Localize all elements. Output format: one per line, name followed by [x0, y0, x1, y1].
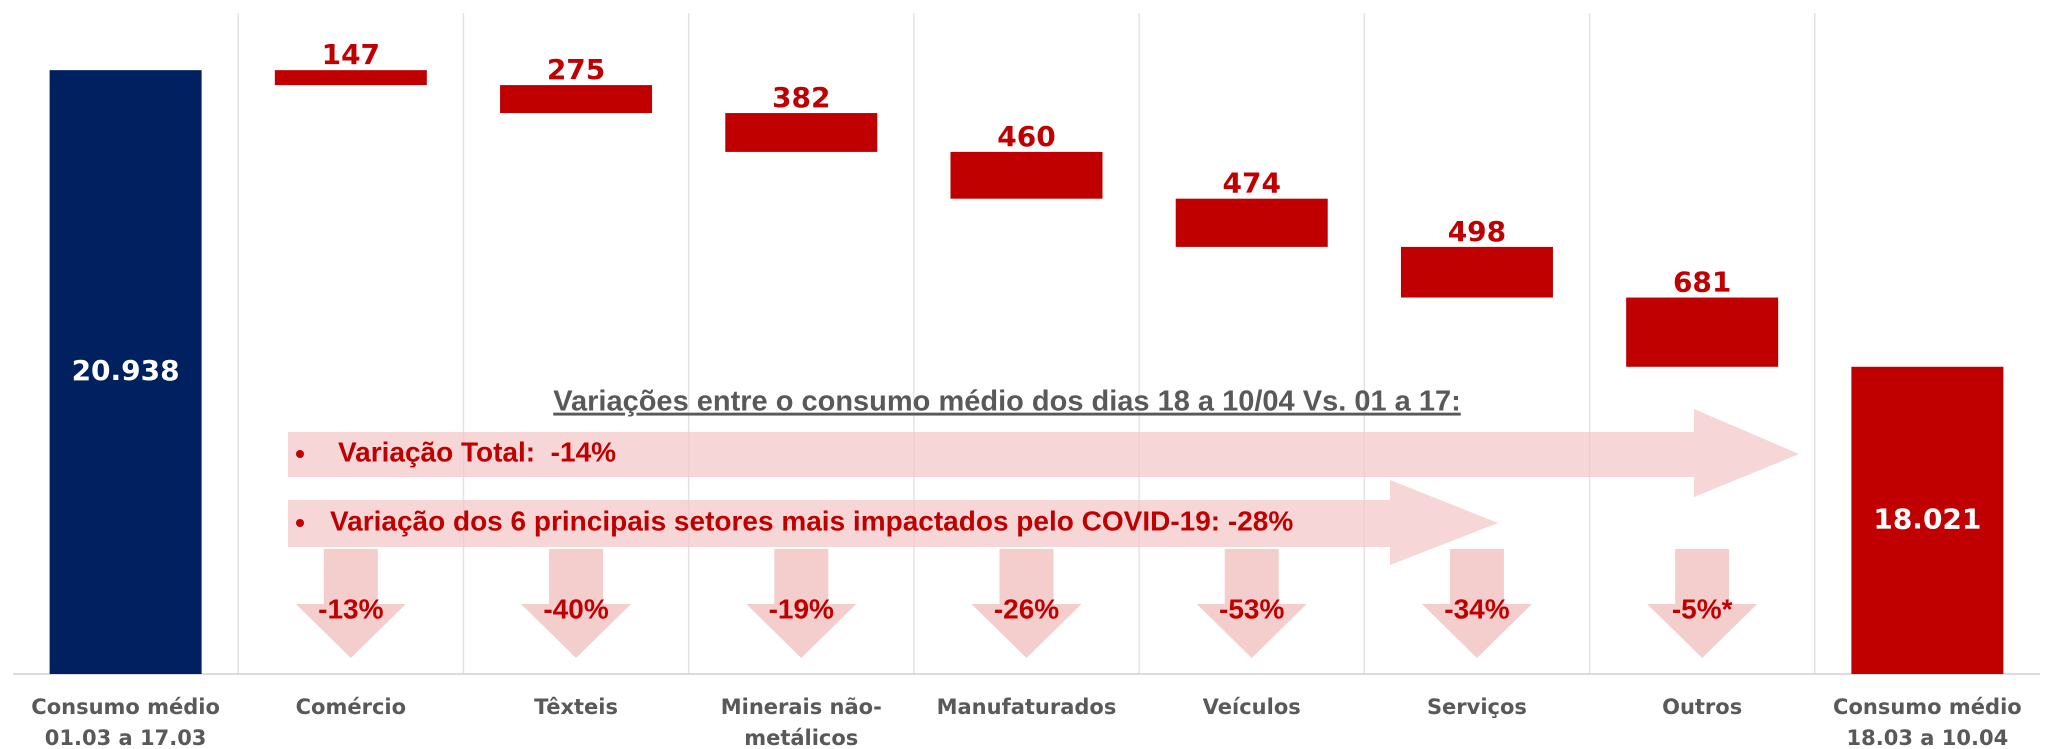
down-arrow — [295, 549, 406, 658]
bar — [500, 85, 653, 114]
down-arrow — [521, 549, 632, 658]
down-arrow — [1196, 549, 1307, 658]
x-tick-label: Minerais não-metálicos — [720, 695, 882, 749]
x-tick-label: Comércio — [295, 695, 407, 719]
variation-label: -13% — [318, 593, 383, 624]
total-arrow — [288, 409, 1799, 497]
variation-label: -19% — [769, 593, 834, 624]
x-tick-label: Serviços — [1426, 695, 1527, 719]
value-label: 474 — [1222, 167, 1280, 200]
bar — [49, 70, 202, 675]
x-tick-label: Consumo médio 18.03 a 10.04 — [1833, 695, 2022, 749]
bar — [1626, 297, 1779, 367]
value-label: 275 — [547, 53, 605, 86]
variation-label: -40% — [543, 593, 608, 624]
bar — [1400, 246, 1553, 298]
bar — [1851, 366, 2004, 674]
down-arrow — [1421, 549, 1532, 658]
variation-label: -5%* — [1672, 593, 1733, 624]
x-tick-label: Outros — [1662, 695, 1743, 719]
background-layer — [13, 13, 2040, 675]
variation-label: -34% — [1444, 593, 1509, 624]
bullet — [296, 519, 304, 527]
annotation: Variação dos 6 principais setores mais i… — [330, 505, 1293, 536]
down-arrow — [746, 549, 857, 658]
sector-arrow — [288, 480, 1498, 565]
annotation-title: Variações entre o consumo médio dos dias… — [553, 386, 1460, 418]
variation-label: -53% — [1219, 593, 1284, 624]
annotation: Variação Total: -14% — [338, 436, 616, 467]
x-tick-label: Manufaturados — [936, 695, 1117, 719]
x-tick-label: Veículos — [1202, 695, 1301, 719]
value-label: 147 — [322, 38, 380, 71]
bar — [1175, 198, 1328, 247]
value-label: 18.021 — [1873, 502, 1981, 535]
value-label: 460 — [997, 120, 1055, 153]
bullet — [296, 450, 304, 458]
value-label: 20.938 — [72, 354, 180, 387]
bar — [274, 70, 427, 86]
arrow-layer — [288, 409, 1799, 565]
x-tick-label: Consumo médio 01.03 a 17.03 — [31, 695, 220, 749]
x-tick-label: Têxteis — [534, 695, 618, 719]
variation-label: -26% — [994, 593, 1059, 624]
value-label: 681 — [1673, 266, 1731, 299]
bar — [725, 113, 878, 152]
bar — [950, 151, 1103, 199]
down-arrow — [971, 549, 1082, 658]
down-arrow — [1647, 549, 1758, 658]
value-label: 498 — [1448, 215, 1506, 248]
value-label: 382 — [772, 81, 830, 114]
